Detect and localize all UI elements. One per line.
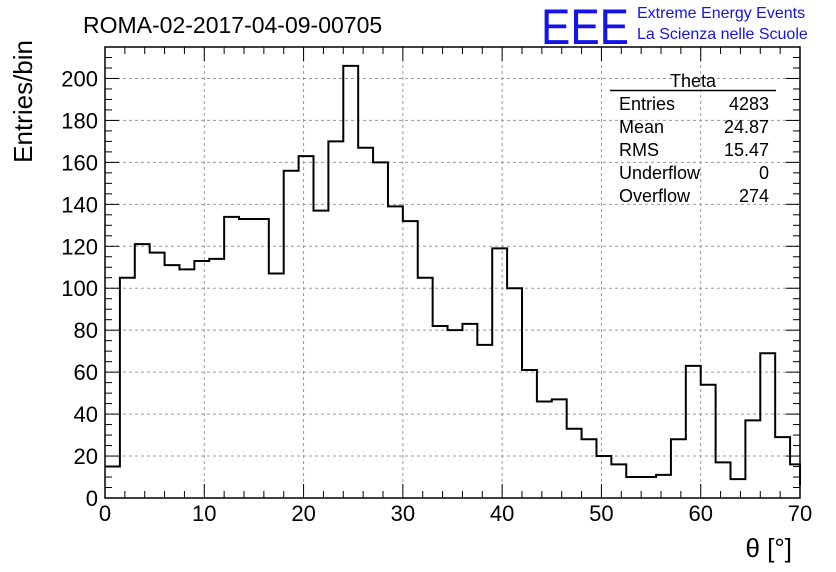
- plot-frame: [104, 46, 801, 499]
- y-tick-label: 80: [74, 318, 98, 343]
- y-axis-title: Entries/bin: [8, 40, 38, 163]
- y-tick-label: 120: [61, 234, 98, 259]
- eee-logo: EEE: [541, 0, 629, 55]
- y-tick-label: 140: [61, 192, 98, 217]
- y-tick-label: 40: [74, 402, 98, 427]
- run-title: ROMA-02-2017-04-09-00705: [83, 12, 382, 38]
- stats-box: Theta Entries 4283 Mean 24.87 RMS 15.47 …: [610, 71, 776, 206]
- logo-subtitle-line1: Extreme Energy Events: [637, 5, 805, 22]
- stats-label-rms: RMS: [619, 140, 659, 160]
- y-tick-label: 20: [74, 444, 98, 469]
- x-tick-label: 50: [589, 501, 613, 526]
- stats-label-overflow: Overflow: [619, 186, 691, 206]
- histogram-series-line: [105, 64, 801, 486]
- stats-value-rms: 15.47: [724, 140, 769, 160]
- stats-label-underflow: Underflow: [619, 163, 701, 183]
- stats-box-title: Theta: [670, 71, 717, 91]
- y-tick-label: 100: [61, 276, 98, 301]
- x-tick-label: 60: [688, 501, 712, 526]
- x-tick-label: 0: [99, 501, 111, 526]
- stats-value-overflow: 274: [739, 186, 769, 206]
- y-tick-labels: 0 20 40 60 80 100 120 140 160 180 200: [61, 66, 98, 511]
- y-tick-label: 200: [61, 66, 98, 91]
- y-tick-label: 160: [61, 150, 98, 175]
- x-tick-label: 10: [192, 501, 216, 526]
- y-tick-label: 0: [86, 486, 98, 511]
- x-tick-label: 20: [291, 501, 315, 526]
- x-tick-label: 40: [490, 501, 514, 526]
- x-axis-title: θ [°]: [745, 533, 792, 563]
- logo-subtitle-line2: La Scienza nelle Scuole: [637, 26, 808, 43]
- stats-label-mean: Mean: [619, 117, 664, 137]
- y-tick-label: 60: [74, 360, 98, 385]
- stats-value-underflow: 0: [759, 163, 769, 183]
- x-tick-label: 70: [788, 501, 812, 526]
- x-tick-labels: 0 10 20 30 40 50 60 70: [99, 501, 812, 526]
- stats-value-entries: 4283: [729, 94, 769, 114]
- stats-label-entries: Entries: [619, 94, 675, 114]
- stats-value-mean: 24.87: [724, 117, 769, 137]
- grid-lines: [105, 47, 800, 498]
- y-tick-label: 180: [61, 108, 98, 133]
- x-tick-label: 30: [391, 501, 415, 526]
- axis-ticks: [104, 46, 801, 499]
